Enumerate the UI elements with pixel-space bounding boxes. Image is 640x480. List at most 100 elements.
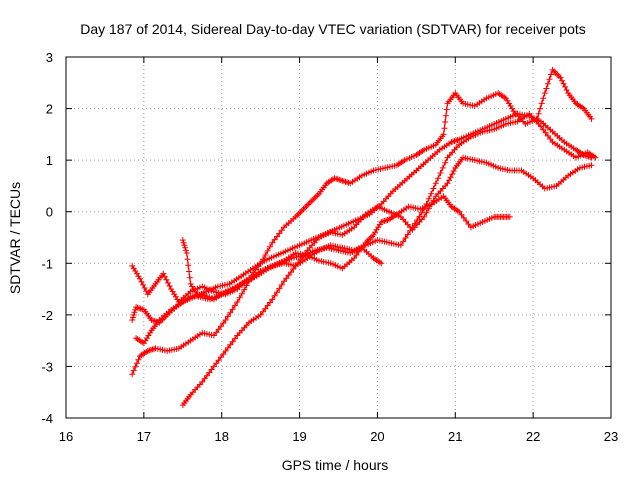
data-point: [220, 351, 227, 358]
data-point: [179, 237, 186, 244]
data-point: [588, 115, 595, 122]
data-point: [353, 252, 360, 258]
data-point: [271, 292, 278, 299]
y-tick-label: 0: [46, 205, 53, 220]
y-tick-label: 1: [46, 153, 53, 168]
data-point: [430, 185, 437, 192]
data-point: [203, 372, 210, 379]
data-point: [449, 171, 456, 178]
series-trace-5: [133, 110, 595, 347]
data-point: [257, 311, 264, 318]
y-tick-label: -1: [41, 256, 53, 271]
data-point: [224, 344, 231, 351]
data-point: [425, 195, 432, 202]
data-point: [133, 360, 140, 367]
data-point: [182, 244, 189, 251]
data-point: [435, 175, 442, 182]
data-point: [129, 317, 136, 323]
data-point: [443, 106, 450, 113]
data-point: [269, 296, 276, 303]
data-point: [421, 213, 428, 220]
data-point: [439, 164, 446, 171]
data-point: [542, 129, 549, 136]
data-point: [185, 262, 192, 269]
data-point: [540, 95, 547, 102]
data-point: [186, 268, 192, 275]
data-point: [143, 288, 150, 295]
data-point: [183, 250, 190, 256]
data-point: [442, 119, 449, 125]
data-point: [222, 317, 229, 323]
x-tick-label: 23: [604, 429, 618, 444]
data-point: [544, 80, 551, 87]
series-trace-3: [179, 154, 595, 409]
data-point: [274, 233, 280, 240]
data-point: [535, 110, 542, 117]
x-tick-label: 20: [370, 429, 384, 444]
data-point: [264, 247, 271, 254]
data-point: [548, 71, 554, 78]
data-point: [541, 90, 548, 97]
data-point: [165, 279, 171, 286]
y-tick-label: 3: [46, 50, 53, 65]
data-point: [137, 275, 143, 282]
data-point: [537, 123, 544, 130]
data-point: [135, 356, 142, 363]
data-point: [213, 329, 220, 336]
x-tick-label: 22: [526, 429, 540, 444]
data-point: [588, 162, 595, 169]
x-tick-label: 16: [59, 429, 73, 444]
data-point: [423, 209, 430, 216]
data-point: [400, 238, 407, 245]
data-point: [201, 375, 208, 382]
data-point: [543, 85, 550, 92]
data-point: [402, 235, 409, 241]
data-point: [547, 136, 554, 142]
data-point: [283, 275, 290, 282]
data-point: [227, 341, 234, 348]
data-point: [186, 274, 193, 281]
data-point: [447, 174, 454, 181]
data-point: [278, 227, 285, 234]
data-point: [220, 320, 227, 327]
plot-frame: [65, 56, 612, 419]
data-point: [130, 311, 137, 318]
data-point: [132, 363, 139, 370]
data-point: [463, 218, 470, 224]
data-point: [161, 273, 168, 280]
data-point: [456, 208, 463, 215]
y-axis-label: SDTVAR / TECUs: [7, 182, 23, 294]
data-point: [378, 260, 385, 267]
x-tick-label: 18: [214, 429, 228, 444]
x-axis-label: GPS time / hours: [282, 457, 389, 473]
data-point: [297, 256, 304, 263]
data-point: [215, 326, 222, 333]
data-point: [446, 177, 453, 184]
data-point: [559, 77, 565, 84]
data-point: [163, 276, 170, 283]
data-point: [213, 360, 220, 367]
data-point: [215, 357, 222, 364]
data-point: [227, 309, 234, 316]
data-point: [141, 285, 148, 291]
data-point: [288, 269, 294, 276]
y-tick-label: -3: [41, 359, 53, 374]
data-point: [295, 259, 301, 266]
data-point: [231, 302, 238, 309]
data-point: [540, 126, 547, 133]
data-point: [450, 168, 457, 174]
data-point: [506, 213, 513, 220]
data-point: [557, 74, 564, 81]
data-point: [181, 242, 188, 249]
x-tick-label: 19: [292, 429, 306, 444]
series-trace-6: [179, 237, 385, 303]
data-point: [140, 281, 147, 288]
y-tick-label: -4: [41, 411, 53, 426]
data-point: [440, 131, 447, 138]
data-series: [129, 66, 599, 409]
data-point: [274, 289, 280, 296]
x-tick-label: 21: [448, 429, 462, 444]
data-point: [563, 87, 570, 93]
